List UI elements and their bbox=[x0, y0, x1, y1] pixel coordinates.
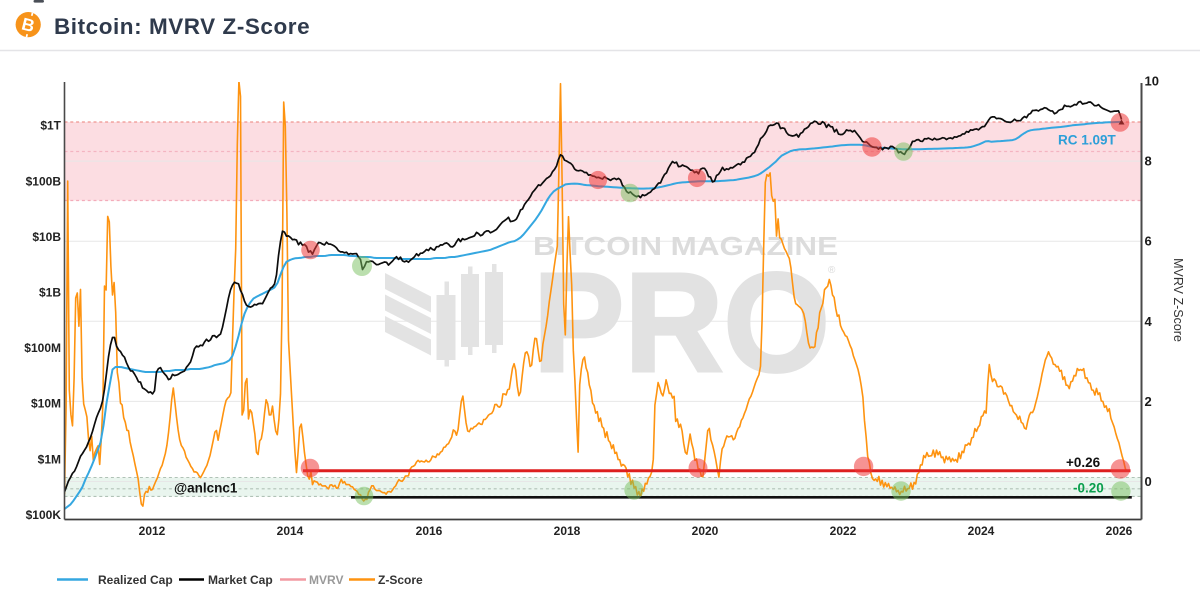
svg-text:$100K: $100K bbox=[26, 508, 62, 522]
svg-text:6: 6 bbox=[1145, 234, 1152, 249]
svg-text:MVRV: MVRV bbox=[309, 573, 343, 587]
svg-text:4: 4 bbox=[1145, 314, 1153, 329]
svg-text:+0.26: +0.26 bbox=[1066, 455, 1101, 470]
svg-text:®: ® bbox=[828, 265, 836, 276]
svg-text:2020: 2020 bbox=[692, 524, 719, 538]
svg-text:$1M: $1M bbox=[38, 452, 61, 466]
svg-text:0: 0 bbox=[1145, 474, 1152, 489]
svg-text:2024: 2024 bbox=[968, 524, 995, 538]
svg-text:RC 1.09T: RC 1.09T bbox=[1058, 133, 1117, 148]
svg-text:10: 10 bbox=[1145, 74, 1159, 89]
svg-text:2: 2 bbox=[1145, 394, 1152, 409]
svg-text:PRO: PRO bbox=[533, 243, 830, 401]
svg-text:-0.20: -0.20 bbox=[1073, 481, 1104, 496]
svg-text:2018: 2018 bbox=[554, 524, 581, 538]
svg-text:$100M: $100M bbox=[24, 341, 61, 355]
svg-text:2016: 2016 bbox=[416, 524, 443, 538]
svg-text:$1B: $1B bbox=[39, 286, 61, 300]
svg-text:@anlcnc1: @anlcnc1 bbox=[174, 481, 238, 496]
svg-text:BITCOIN MAGAZINE: BITCOIN MAGAZINE bbox=[533, 231, 838, 261]
svg-text:$10B: $10B bbox=[32, 230, 61, 244]
svg-text:2022: 2022 bbox=[830, 524, 857, 538]
svg-text:$10M: $10M bbox=[31, 397, 61, 411]
svg-text:2014: 2014 bbox=[277, 524, 304, 538]
svg-text:Bitcoin: MVRV Z-Score: Bitcoin: MVRV Z-Score bbox=[54, 14, 310, 39]
svg-text:$1T: $1T bbox=[40, 119, 61, 133]
svg-text:B: B bbox=[20, 14, 37, 36]
svg-text:Z-Score: Z-Score bbox=[378, 573, 423, 587]
svg-text:Realized Cap: Realized Cap bbox=[98, 573, 173, 587]
svg-text:8: 8 bbox=[1145, 154, 1152, 169]
svg-text:Market Cap: Market Cap bbox=[208, 573, 273, 587]
svg-text:MVRV Z-Score: MVRV Z-Score bbox=[1171, 258, 1185, 342]
svg-text:$100B: $100B bbox=[26, 174, 62, 188]
svg-text:2026: 2026 bbox=[1106, 524, 1133, 538]
svg-text:2012: 2012 bbox=[139, 524, 166, 538]
